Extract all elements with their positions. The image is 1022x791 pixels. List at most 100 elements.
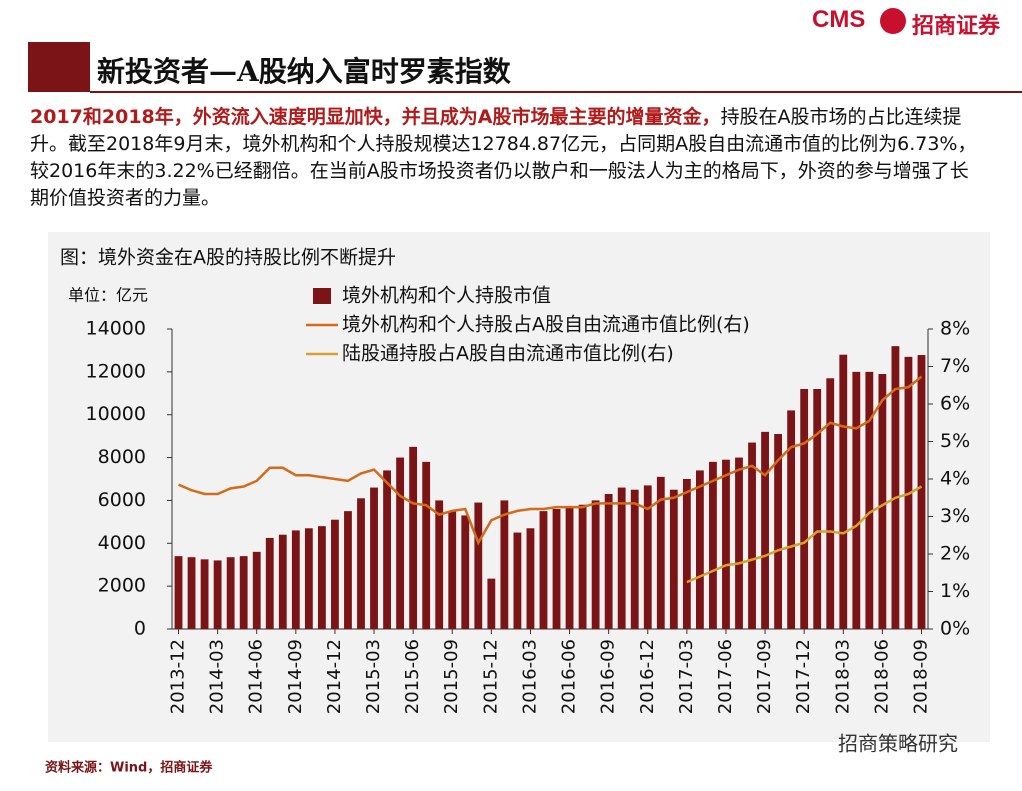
y-tick-label: 10000 bbox=[86, 403, 146, 425]
x-tick-label: 2016-03 bbox=[519, 639, 540, 714]
x-tick-label: 2014-12 bbox=[324, 639, 345, 714]
bar bbox=[539, 511, 548, 629]
bar bbox=[383, 470, 391, 629]
bar bbox=[396, 457, 405, 629]
bar bbox=[682, 479, 691, 629]
y-tick-label: 2000 bbox=[98, 575, 146, 597]
logo-icon bbox=[880, 8, 906, 34]
legend-swatch bbox=[313, 288, 331, 304]
y-tick-label: 4000 bbox=[98, 532, 146, 554]
bar bbox=[344, 511, 352, 629]
title-rule bbox=[90, 91, 1022, 93]
bar bbox=[409, 446, 418, 629]
bar bbox=[917, 355, 926, 629]
bar bbox=[787, 410, 796, 629]
legend-label: 境外机构和个人持股市值 bbox=[342, 285, 551, 307]
y-axis-label: 单位：亿元 bbox=[68, 286, 148, 305]
bar bbox=[526, 528, 535, 629]
x-tick-label: 2013-12 bbox=[168, 639, 189, 714]
y2-tick-label: 0% bbox=[940, 618, 970, 640]
line bbox=[686, 485, 923, 584]
y-tick-label: 6000 bbox=[98, 489, 146, 511]
bar bbox=[643, 485, 652, 629]
source: 资料来源：Wind，招商证券 bbox=[45, 760, 213, 776]
bar bbox=[370, 487, 378, 629]
bar bbox=[591, 500, 600, 629]
bar bbox=[617, 487, 626, 629]
x-tick-label: 2018-03 bbox=[832, 639, 853, 714]
bar bbox=[291, 530, 300, 629]
y2-tick-label: 1% bbox=[940, 580, 970, 602]
bar bbox=[774, 434, 783, 629]
x-tick-label: 2015-03 bbox=[363, 639, 384, 714]
bar bbox=[435, 500, 444, 629]
bar bbox=[265, 537, 274, 629]
x-tick-label: 2017-06 bbox=[715, 639, 736, 714]
y2-tick-label: 7% bbox=[940, 355, 970, 377]
y-tick-label: 0 bbox=[134, 618, 146, 640]
bar bbox=[865, 371, 874, 629]
bar bbox=[852, 371, 861, 629]
y-tick-label: 14000 bbox=[86, 318, 146, 340]
bar bbox=[474, 502, 483, 629]
company: 招商证券 bbox=[912, 14, 1001, 39]
bar bbox=[422, 461, 431, 629]
bar bbox=[878, 374, 887, 629]
bar bbox=[552, 509, 561, 629]
bar bbox=[239, 556, 248, 629]
y2-tick-label: 2% bbox=[940, 543, 970, 565]
x-tick-label: 2016-06 bbox=[559, 639, 580, 714]
x-tick-label: 2017-03 bbox=[676, 639, 697, 714]
logo: CMS bbox=[812, 6, 866, 33]
bar bbox=[709, 461, 717, 629]
bar bbox=[891, 346, 900, 629]
bar bbox=[826, 378, 835, 629]
y-tick-label: 12000 bbox=[86, 360, 146, 382]
bar bbox=[669, 489, 678, 629]
slide-title: 新投资者—A股纳入富时罗素指数 bbox=[97, 55, 511, 88]
x-tick-label: 2016-09 bbox=[598, 639, 619, 714]
x-tick-label: 2017-09 bbox=[754, 639, 775, 714]
x-tick-label: 2018-06 bbox=[871, 639, 892, 714]
bar bbox=[226, 557, 235, 629]
bar bbox=[565, 506, 574, 629]
legend-label: 陆股通持股占A股自由流通市值比例(右) bbox=[342, 343, 674, 365]
bar bbox=[252, 551, 261, 629]
y2-tick-label: 5% bbox=[940, 430, 970, 452]
bar bbox=[813, 389, 822, 629]
bar bbox=[800, 389, 809, 629]
y2-tick-label: 4% bbox=[940, 468, 970, 490]
bar bbox=[187, 557, 196, 629]
bar bbox=[200, 559, 209, 629]
line bbox=[178, 375, 923, 546]
paragraph: 2017和2018年，外资流入速度明显加快，并且成为A股市场最主要的增量资金，持… bbox=[30, 104, 980, 212]
bar bbox=[304, 528, 313, 629]
bar bbox=[722, 459, 730, 629]
x-tick-label: 2014-09 bbox=[285, 639, 306, 714]
bar bbox=[578, 504, 587, 629]
x-tick-label: 2014-03 bbox=[207, 639, 228, 714]
bar bbox=[461, 515, 470, 629]
bar bbox=[174, 556, 183, 629]
bar bbox=[317, 526, 326, 629]
watermark: 招商策略研究 bbox=[838, 732, 958, 756]
x-tick-label: 2015-06 bbox=[402, 639, 423, 714]
lead: 2017和2018年，外资流入速度明显加快，并且成为A股市场最主要的增量资金， bbox=[30, 106, 721, 128]
bar bbox=[656, 476, 665, 629]
y2-tick-label: 6% bbox=[940, 393, 970, 415]
bar bbox=[331, 519, 339, 629]
bar bbox=[735, 457, 743, 629]
y-tick-label: 8000 bbox=[98, 446, 146, 468]
x-tick-label: 2016-12 bbox=[637, 639, 658, 714]
bar bbox=[748, 442, 756, 629]
bar bbox=[839, 354, 848, 629]
x-tick-label: 2015-09 bbox=[441, 639, 462, 714]
bar bbox=[487, 578, 496, 629]
bar bbox=[761, 431, 769, 629]
x-tick-label: 2017-12 bbox=[793, 639, 814, 714]
x-tick-label: 2018-09 bbox=[910, 639, 931, 714]
bar bbox=[695, 470, 704, 629]
bar bbox=[448, 511, 457, 629]
